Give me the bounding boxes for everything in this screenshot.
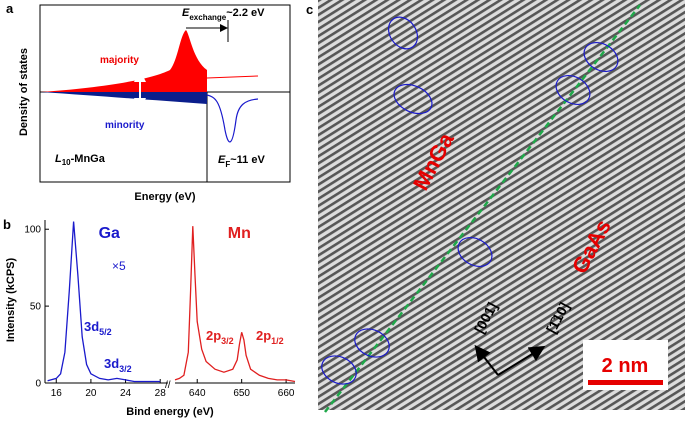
annotation: 2p1/2 — [256, 328, 284, 346]
defect-marker — [583, 41, 619, 73]
spectrum-line — [174, 226, 296, 383]
interface-line — [324, 4, 641, 413]
axis-break: // — [165, 380, 171, 391]
y-tick-label: 100 — [24, 225, 41, 236]
x-axis-label: Energy (eV) — [134, 191, 195, 203]
scale-bar — [588, 380, 663, 385]
x-tick-label: 640 — [189, 388, 206, 399]
y-axis-label: Density of states — [18, 48, 30, 136]
material-label: L10-MnGa — [55, 153, 106, 167]
defect-marker — [321, 355, 357, 385]
defect-marker — [555, 74, 591, 106]
x-tick-label: 650 — [233, 388, 250, 399]
text: L — [55, 153, 62, 165]
text: exchange — [189, 13, 226, 22]
annotation: ×5 — [112, 259, 126, 273]
majority-tail — [206, 75, 259, 79]
majority-label: majority — [100, 55, 139, 66]
text: 2p — [256, 328, 271, 343]
x-tick-label: 28 — [155, 388, 167, 399]
text: ~2.2 eV — [226, 7, 265, 19]
text: ~11 eV — [230, 154, 265, 166]
exchange-label: Eexchange~2.2 eV — [182, 7, 265, 22]
y-axis-label: Intensity (kCPS) — [5, 257, 17, 342]
annotation: 3d3/2 — [104, 356, 132, 374]
text: 3/2 — [221, 336, 234, 346]
scale-label: 2 nm — [602, 355, 649, 377]
panel-a: a Density of states Energy (eV) majority… — [6, 1, 291, 203]
text: E — [182, 7, 190, 19]
annotation: 2p3/2 — [206, 328, 234, 346]
minority-tail — [206, 94, 259, 143]
x-tick-label: 20 — [85, 388, 97, 399]
text: 10 — [62, 158, 71, 167]
series-label: Ga — [99, 225, 120, 242]
panel-label: b — [3, 217, 11, 232]
x-tick-label: 16 — [51, 388, 63, 399]
text: 3/2 — [119, 364, 132, 374]
panel-b: b Intensity (kCPS) Bind energy (eV) ×5 3… — [3, 217, 296, 418]
x-tick-label: 24 — [120, 388, 132, 399]
frame — [39, 4, 291, 183]
text: 3d — [84, 319, 99, 334]
panel-c: c MnGa GaAs [001] [1̄10] 2 nm — [306, 0, 685, 413]
direction-arrow — [497, 345, 546, 376]
spectrum-line — [47, 221, 161, 383]
minority-label: minority — [105, 120, 145, 131]
minority-band — [40, 92, 207, 104]
x-tick-label: 660 — [278, 388, 295, 399]
text: 3d — [104, 356, 119, 371]
panel-label: c — [306, 2, 313, 17]
text: F — [225, 160, 230, 169]
text: -MnGa — [71, 153, 106, 165]
text: 1/2 — [271, 336, 284, 346]
x-axis-label: Bind energy (eV) — [126, 406, 214, 418]
majority-band — [40, 30, 207, 92]
series-label: Mn — [228, 225, 251, 242]
text: 5/2 — [99, 327, 112, 337]
y-tick-label: 0 — [35, 379, 41, 390]
direction-arrow — [474, 344, 499, 376]
y-tick-label: 50 — [30, 302, 42, 313]
defect-marker — [354, 328, 390, 358]
text: 2p — [206, 328, 221, 343]
annotation: 3d5/2 — [84, 319, 112, 337]
fermi-label: EF~11 eV — [218, 154, 265, 169]
defect-marker — [387, 16, 419, 50]
defect-marker — [457, 236, 493, 268]
panel-label: a — [6, 1, 14, 16]
text: E — [218, 154, 226, 166]
defect-marker — [393, 83, 433, 115]
